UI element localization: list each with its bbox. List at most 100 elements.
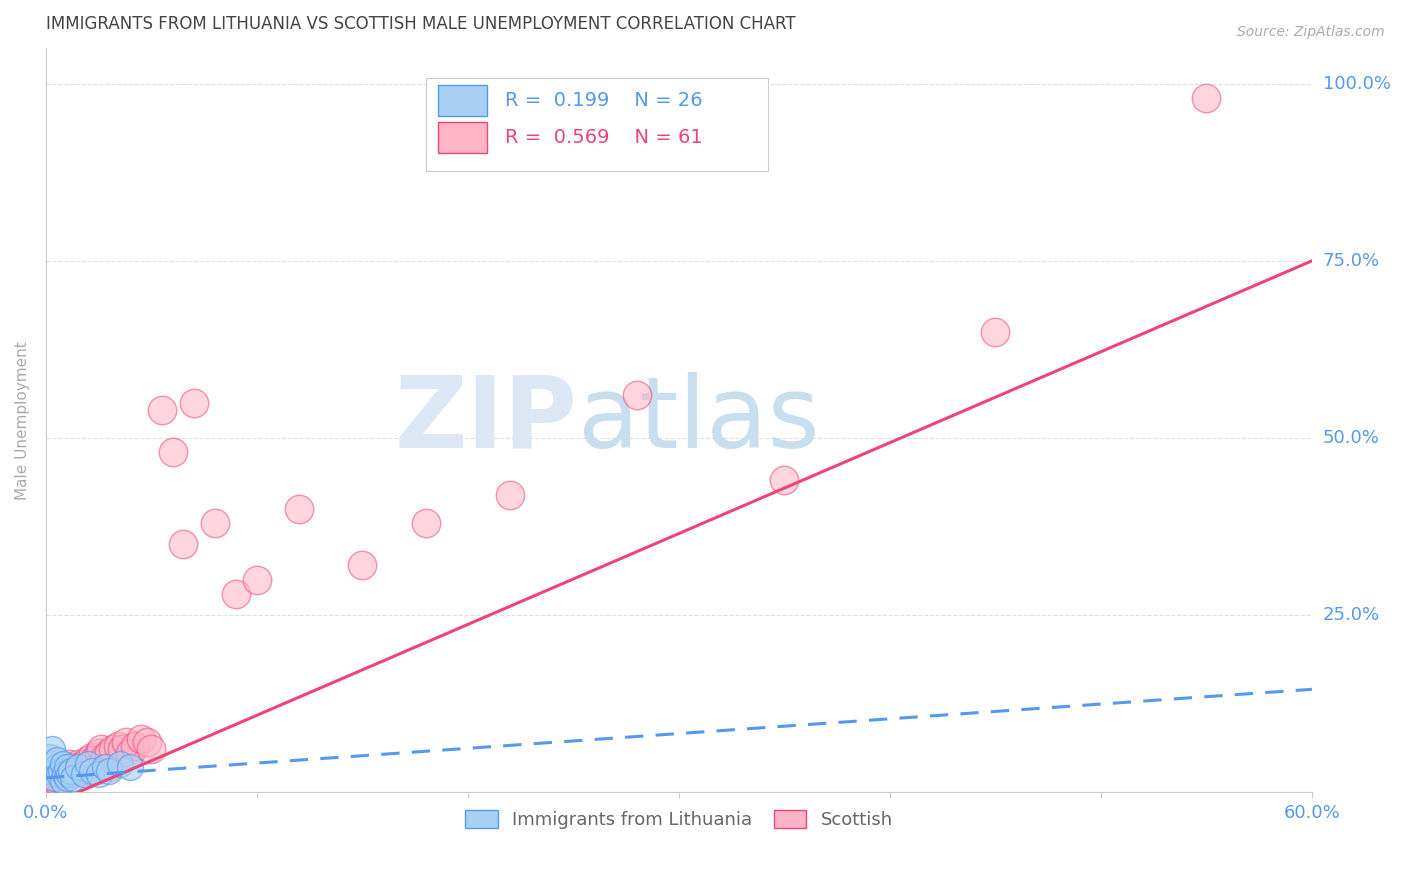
Point (129, 731, 152, 746)
FancyBboxPatch shape (439, 85, 486, 116)
Point (136, 735, 159, 749)
Point (48, 767, 70, 781)
Point (45, 753, 67, 767)
Point (45, 760, 67, 774)
Point (82, 749, 104, 764)
Point (60, 767, 83, 781)
Point (53, 767, 76, 781)
Text: 50.0%: 50.0% (1323, 429, 1379, 447)
Point (111, 742, 134, 756)
Text: IMMIGRANTS FROM LITHUANIA VS SCOTTISH MALE UNEMPLOYMENT CORRELATION CHART: IMMIGRANTS FROM LITHUANIA VS SCOTTISH MA… (46, 15, 796, 33)
Point (44, 764, 66, 778)
Point (58, 767, 80, 781)
Point (62, 760, 84, 774)
Point (90, 742, 112, 756)
Point (60, 764, 83, 778)
Point (69, 760, 91, 774)
Point (52, 756, 75, 771)
Point (62, 771, 84, 785)
Point (56, 771, 79, 785)
Text: Source: ZipAtlas.com: Source: ZipAtlas.com (1237, 25, 1385, 39)
Point (626, 388, 648, 402)
Text: ZIP: ZIP (395, 372, 578, 468)
Point (79, 764, 101, 778)
Point (124, 739, 146, 753)
Point (65, 764, 87, 778)
Point (98, 760, 121, 774)
Point (499, 487, 522, 501)
Point (773, 474, 796, 488)
Text: R =  0.199    N = 26: R = 0.199 N = 26 (506, 91, 703, 110)
Point (41, 742, 63, 756)
Point (120, 746, 142, 760)
Point (49, 764, 72, 778)
Point (45, 767, 67, 781)
Point (45, 774, 67, 789)
Point (44, 771, 66, 785)
Point (41, 756, 63, 771)
Point (1195, 91, 1218, 105)
Point (66, 760, 89, 774)
Point (37, 767, 59, 781)
Point (49, 760, 72, 774)
Point (103, 742, 125, 756)
Point (98, 764, 121, 778)
FancyBboxPatch shape (426, 78, 768, 171)
Legend: Immigrants from Lithuania, Scottish: Immigrants from Lithuania, Scottish (458, 803, 900, 837)
Point (415, 516, 437, 530)
Point (183, 395, 205, 409)
Point (83, 753, 105, 767)
Point (39, 771, 62, 785)
Point (70, 764, 93, 778)
Text: atlas: atlas (578, 372, 820, 468)
Point (87, 746, 110, 760)
FancyBboxPatch shape (439, 122, 486, 153)
Point (162, 445, 184, 459)
Point (41, 774, 63, 789)
Text: 75.0%: 75.0% (1323, 252, 1381, 270)
Point (75, 760, 97, 774)
Point (48, 764, 70, 778)
Point (73, 767, 96, 781)
Point (37, 774, 59, 789)
Point (352, 558, 374, 573)
Point (107, 739, 129, 753)
Point (984, 325, 1007, 339)
Point (73, 756, 96, 771)
Point (82, 764, 104, 778)
Point (58, 764, 80, 778)
Point (37, 764, 59, 778)
Point (58, 756, 80, 771)
Point (120, 760, 142, 774)
Y-axis label: Male Unemployment: Male Unemployment (15, 341, 30, 500)
Point (246, 573, 269, 587)
Point (77, 756, 100, 771)
Point (87, 767, 110, 781)
Point (44, 771, 66, 785)
Point (225, 587, 247, 601)
Point (77, 753, 100, 767)
Text: R =  0.569    N = 61: R = 0.569 N = 61 (506, 128, 703, 147)
Point (56, 760, 79, 774)
Point (39, 778, 62, 792)
Point (39, 749, 62, 764)
Point (53, 760, 76, 774)
Text: 25.0%: 25.0% (1323, 606, 1381, 624)
Point (98, 746, 121, 760)
Point (56, 767, 79, 781)
Point (48, 771, 70, 785)
Point (150, 402, 173, 417)
Point (141, 742, 163, 756)
Point (52, 771, 75, 785)
Point (204, 516, 226, 530)
Point (66, 756, 89, 771)
Point (94, 760, 117, 774)
Point (172, 537, 194, 551)
Point (49, 767, 72, 781)
Point (288, 501, 311, 516)
Point (115, 735, 138, 749)
Point (94, 749, 117, 764)
Point (108, 756, 131, 771)
Point (41, 767, 63, 781)
Text: 100.0%: 100.0% (1323, 75, 1391, 93)
